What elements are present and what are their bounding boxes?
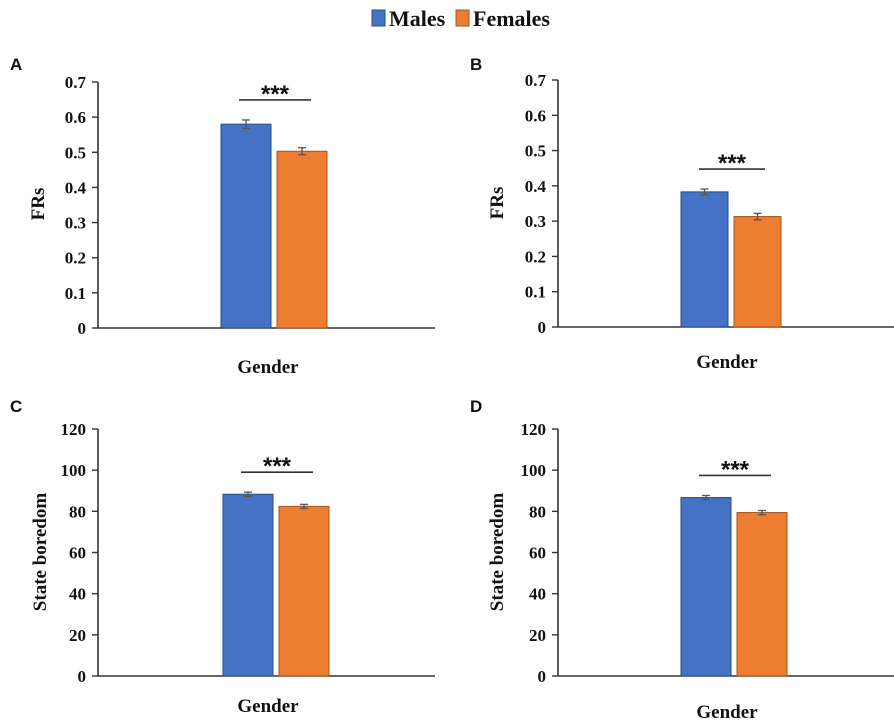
bar-females: [276, 150, 328, 329]
y-tick-label: 40: [529, 585, 546, 604]
y-tick-label: 0.2: [525, 247, 546, 266]
panel-letter: A: [10, 55, 22, 74]
y-tick-label: 0.6: [65, 108, 86, 127]
bar-females: [733, 216, 782, 328]
legend-label-females: Females: [473, 6, 550, 31]
legend-swatch-males: [371, 9, 386, 27]
y-tick-label: 0: [78, 319, 87, 338]
y-axis-title: FRs: [28, 188, 49, 221]
bar-males: [680, 191, 729, 328]
y-tick-label: 20: [69, 626, 86, 645]
y-tick-label: 0.7: [525, 71, 547, 90]
y-axis-title: State boredom: [487, 493, 508, 612]
y-tick-label: 0: [538, 318, 547, 337]
bar-males: [680, 497, 732, 677]
x-axis-title: Gender: [237, 357, 299, 378]
y-tick-label: 80: [69, 502, 86, 521]
y-tick-label: 0.4: [525, 177, 547, 196]
y-tick-label: 0.1: [65, 284, 86, 303]
y-tick-label: 0.2: [65, 249, 86, 268]
panel-letter: C: [10, 397, 22, 416]
legend-swatch-females: [455, 9, 470, 27]
y-tick-label: 60: [69, 544, 86, 563]
panel-d: D 0 20 40 60 80 100 120 *** Gender State boredom: [470, 397, 894, 723]
x-axis-title: Gender: [696, 352, 758, 373]
y-tick-label: 0.1: [525, 283, 546, 302]
y-tick-label: 0.4: [65, 178, 87, 197]
y-tick-label: 0: [538, 667, 547, 686]
bar-females: [736, 512, 788, 677]
y-tick-label: 120: [61, 420, 87, 439]
y-tick-label: 100: [521, 461, 547, 480]
chart-panels: A 0 0.1 0.2 0.3 0.4 0.5 0.6 0.7 *** Gender FRs B 0 0.1…: [10, 55, 894, 723]
bar-females: [278, 505, 330, 677]
y-tick-label: 100: [61, 461, 87, 480]
y-tick-label: 120: [521, 420, 547, 439]
y-axis-title: FRs: [487, 187, 508, 220]
panel-letter: B: [470, 55, 482, 74]
y-tick-label: 80: [529, 502, 546, 521]
y-tick-label: 0.6: [525, 106, 546, 125]
legend: Males Females: [371, 6, 550, 31]
x-axis-title: Gender: [237, 696, 299, 717]
y-axis-title: State boredom: [30, 493, 51, 612]
y-tick-label: 0.5: [525, 142, 546, 161]
bar-males: [222, 493, 274, 677]
y-tick-label: 20: [529, 626, 546, 645]
y-tick-label: 0: [78, 667, 87, 686]
panel-b: B 0 0.1 0.2 0.3 0.4 0.5 0.6 0.7 *** Gender FRs: [470, 55, 894, 373]
legend-label-males: Males: [389, 6, 446, 31]
significance-stars: ***: [263, 453, 292, 480]
significance-stars: ***: [718, 150, 747, 177]
y-tick-label: 40: [69, 585, 86, 604]
y-tick-label: 0.3: [65, 214, 86, 233]
bar-males: [220, 123, 272, 329]
x-axis-title: Gender: [696, 702, 758, 723]
y-tick-label: 0.7: [65, 73, 87, 92]
panel-letter: D: [470, 397, 482, 416]
panel-a: A 0 0.1 0.2 0.3 0.4 0.5 0.6 0.7 *** Gender FRs: [10, 55, 435, 378]
panel-c: C 0 20 40 60 80 100 120 *** Gender State boredom: [10, 397, 435, 717]
y-tick-label: 0.3: [525, 212, 546, 231]
significance-stars: ***: [261, 81, 290, 108]
y-tick-label: 60: [529, 544, 546, 563]
significance-stars: ***: [721, 456, 750, 483]
y-tick-label: 0.5: [65, 143, 86, 162]
